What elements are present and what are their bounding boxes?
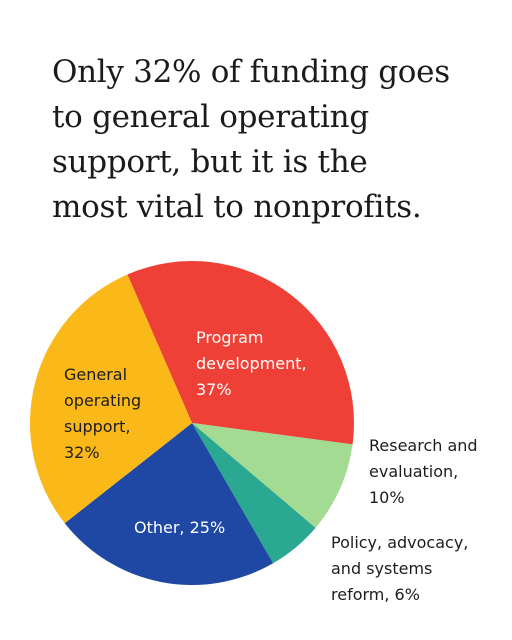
slice-label-line: operating [64,391,142,410]
slice-label-line: Program [196,328,264,347]
slice-label-line: support, [64,417,131,436]
slice-label-line: reform, 6% [331,585,420,604]
slice-label-line: Other, 25% [134,518,226,537]
slice-label-other: Other, 25% [134,515,225,541]
pie-slice-program [127,261,354,445]
chart-title: Only 32% of funding goes to general oper… [52,50,492,230]
slice-label-line: 10% [369,488,405,507]
pie-slice-general [30,274,192,524]
slice-label-line: evaluation, [369,462,459,481]
slice-label-program: Program development, 37% [196,325,307,403]
title-line: Only 32% of funding goes [52,54,450,90]
slice-label-line: 37% [196,380,232,399]
slice-label-policy: Policy, advocacy, and systems reform, 6% [331,530,468,608]
slice-label-line: Policy, advocacy, [331,533,469,552]
slice-label-line: development, [196,354,307,373]
pie-slice-other [64,423,274,585]
slice-label-general: General operating support, 32% [64,362,141,466]
slice-label-line: and systems [331,559,433,578]
pie-slice-policy [192,423,316,564]
slice-label-line: General [64,365,128,384]
title-line: support, but it is the [52,144,368,180]
title-line: to general operating [52,99,369,135]
slice-label-research: Research and evaluation, 10% [369,433,478,511]
slice-label-line: 32% [64,443,100,462]
title-line: most vital to nonprofits. [52,189,422,225]
slice-label-line: Research and [369,436,478,455]
pie-slice-research [192,423,353,528]
